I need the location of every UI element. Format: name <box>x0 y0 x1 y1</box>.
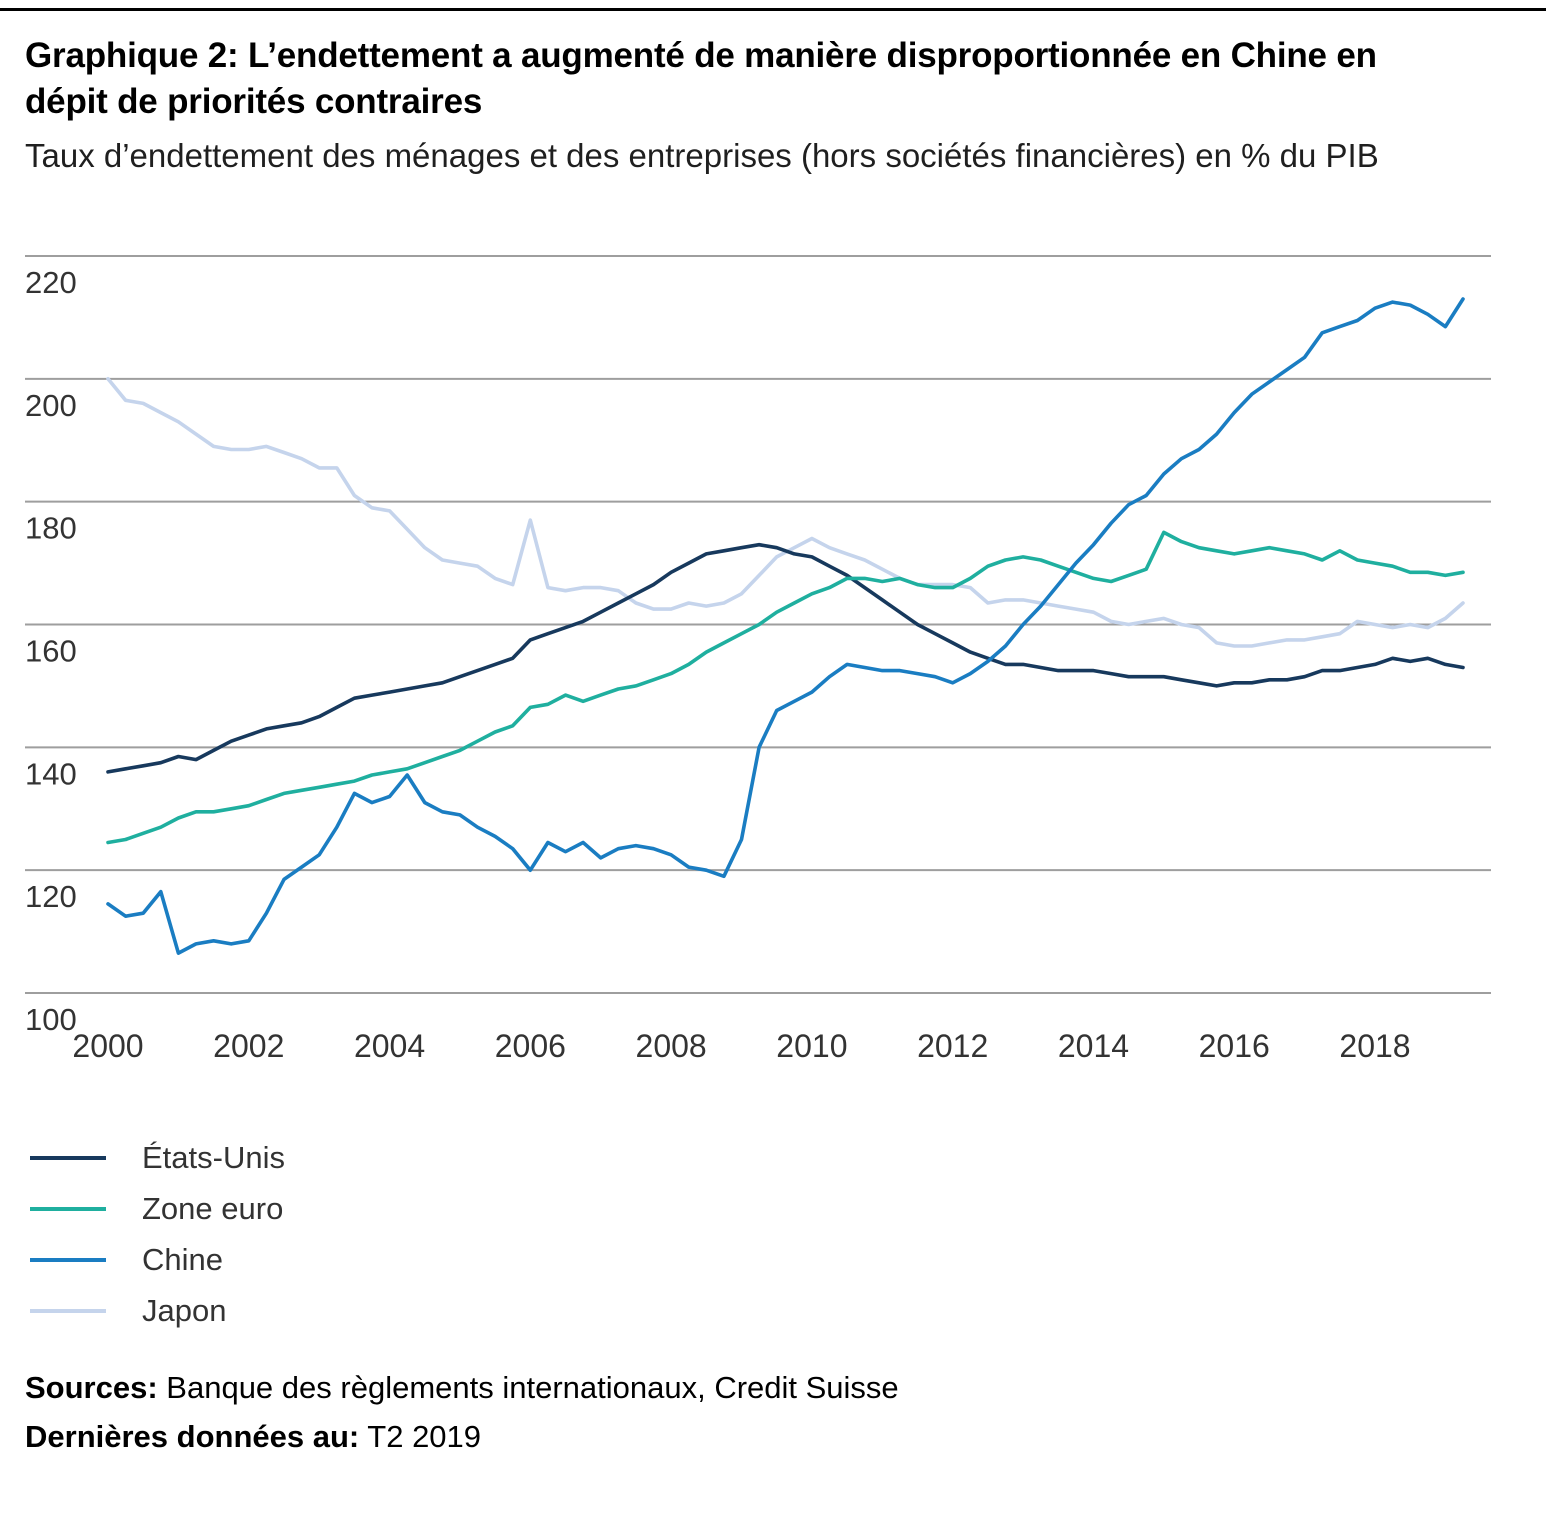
last-data-value: T2 2019 <box>367 1419 482 1455</box>
legend-item-japon: Japon <box>30 1286 1546 1337</box>
sources-text: Banque des règlements internationaux, Cr… <box>166 1369 899 1405</box>
x-tick-label-2006: 2006 <box>495 1028 566 1064</box>
x-tick-label-2008: 2008 <box>636 1028 707 1064</box>
x-tick-label-2010: 2010 <box>776 1028 847 1064</box>
series-line-chine <box>106 296 1465 955</box>
legend-item-zone-euro: Zone euro <box>30 1184 1546 1235</box>
page: Graphique 2: L’endettement a augmenté de… <box>0 8 1546 1462</box>
sources-line: Sources: Banque des règlements internati… <box>25 1363 1521 1413</box>
last-data-line: Dernières données au: T2 2019 <box>25 1412 1521 1462</box>
sources-label: Sources: <box>25 1369 158 1405</box>
legend-swatch-zone-euro <box>30 1207 106 1212</box>
legend-label-chine: Chine <box>142 1242 223 1278</box>
x-tick-label-2012: 2012 <box>917 1028 988 1064</box>
y-tick-label-220: 220 <box>25 265 77 300</box>
y-tick-label-120: 120 <box>25 879 77 914</box>
x-tick-label-2004: 2004 <box>354 1028 425 1064</box>
y-tick-label-200: 200 <box>25 387 77 422</box>
chart-footer: Sources: Banque des règlements internati… <box>25 1363 1521 1462</box>
y-tick-label-160: 160 <box>25 633 77 668</box>
chart-title: Graphique 2: L’endettement a augmenté de… <box>25 36 1377 121</box>
chart-subtitle: Taux d’endettement des ménages et des en… <box>25 137 1379 174</box>
legend-item-chine: Chine <box>30 1235 1546 1286</box>
y-tick-label-140: 140 <box>25 756 77 791</box>
last-data-label: Dernières données au: <box>25 1419 360 1455</box>
x-tick-label-2000: 2000 <box>72 1028 143 1064</box>
legend-label-japon: Japon <box>142 1293 227 1329</box>
chart-legend: États-Unis Zone euro Chine Japon <box>30 1133 1546 1337</box>
series-line-zone-euro <box>106 530 1465 844</box>
top-rule <box>0 8 1546 11</box>
legend-label-etats-unis: États-Unis <box>142 1140 285 1176</box>
legend-label-zone-euro: Zone euro <box>142 1191 284 1227</box>
legend-swatch-etats-unis <box>30 1156 106 1161</box>
series-line-etats-unis <box>106 542 1465 774</box>
y-tick-label-180: 180 <box>25 510 77 545</box>
x-tick-label-2018: 2018 <box>1339 1028 1410 1064</box>
legend-swatch-chine <box>30 1258 106 1263</box>
x-tick-label-2014: 2014 <box>1058 1028 1129 1064</box>
y-tick-label-100: 100 <box>25 1002 77 1037</box>
x-tick-label-2002: 2002 <box>213 1028 284 1064</box>
legend-item-etats-unis: États-Unis <box>30 1133 1546 1184</box>
legend-swatch-japon <box>30 1309 106 1314</box>
x-tick-label-2016: 2016 <box>1199 1028 1270 1064</box>
